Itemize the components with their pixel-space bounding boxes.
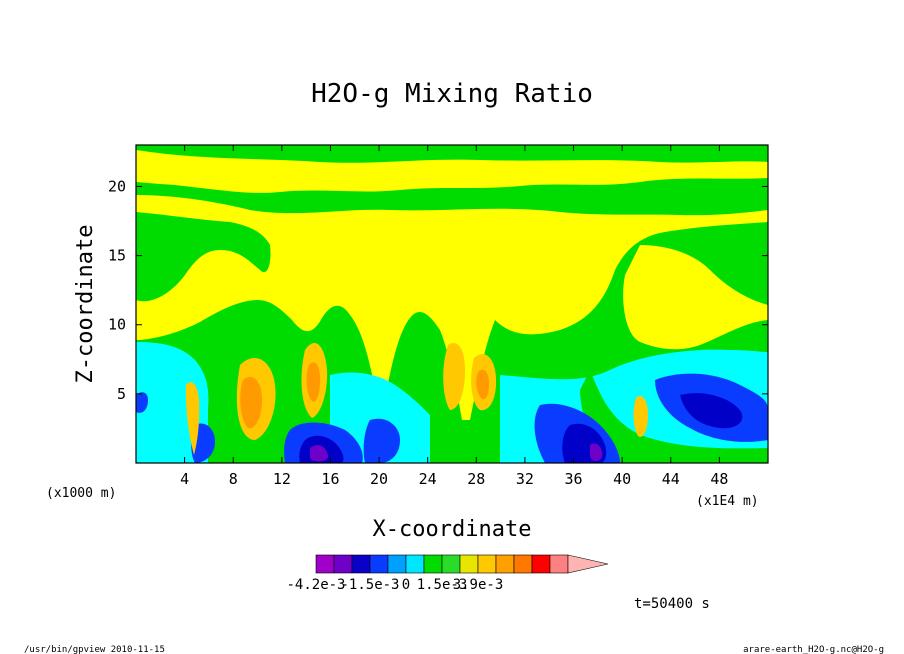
blue-blob-left [136, 392, 148, 413]
colorbar-segment [477, 554, 497, 574]
y-tick-label: 15 [108, 247, 126, 265]
y-ticks: 5 10 15 20 [108, 177, 768, 403]
time-label: t=50400 s [634, 596, 710, 612]
chart-title: H2O-g Mixing Ratio [311, 79, 593, 109]
orange-plume-3-core [306, 362, 320, 402]
orange-plume-2-core [240, 376, 262, 429]
colorbar-segment [315, 554, 335, 574]
yellow-plume-right [633, 395, 648, 437]
orange-plume-4 [443, 342, 465, 410]
colorbar-segment [423, 554, 443, 574]
footer-left: /usr/bin/gpview 2010-11-15 [24, 645, 165, 654]
x-tick-label: 36 [565, 470, 583, 488]
footer-right: arare-earth_H2O-g.nc@H2O-g [743, 645, 884, 654]
x-tick-label: 48 [710, 470, 728, 488]
x-tick-label: 24 [419, 470, 437, 488]
plot-frame [135, 144, 769, 464]
y-tick-label: 5 [117, 385, 126, 403]
upper-yellow-band [136, 150, 768, 193]
x-tick-label: 20 [370, 470, 388, 488]
x-tick-label: 8 [229, 470, 238, 488]
colorbar-segment [513, 554, 533, 574]
colorbar-label: 1.5e-3 [417, 577, 468, 593]
x-tick-label: 12 [273, 470, 291, 488]
orange-plume-1 [185, 382, 200, 455]
colorbar-segment [441, 554, 461, 574]
colorbar-arrow [567, 554, 609, 574]
x-tick-label: 32 [516, 470, 534, 488]
colorbar-label: -4.2e-3 [286, 577, 345, 593]
y-axis-label: Z-coordinate [73, 225, 98, 384]
central-yellow-mass [136, 195, 768, 420]
x-tick-label: 44 [662, 470, 680, 488]
colorbar-labels: -4.2e-3-1.5e-3 0 1.5e-33.9e-3 [286, 577, 503, 593]
y-tick-label: 10 [108, 316, 126, 334]
colorbar-segment [333, 554, 353, 574]
x-tick-label: 16 [321, 470, 339, 488]
colorbar-segment [351, 554, 371, 574]
colorbar-segment [531, 554, 551, 574]
colorbar-segment [405, 554, 425, 574]
colorbar-label: -1.5e-3 [340, 577, 399, 593]
colorbar-label: 0 [402, 577, 410, 593]
x-unit-left: (x1000 m) [46, 486, 116, 501]
purple-core-right [590, 443, 603, 462]
colorbar [315, 554, 609, 574]
colorbar-segment [459, 554, 479, 574]
x-tick-label: 4 [180, 470, 189, 488]
colorbar-segment [495, 554, 515, 574]
darkblue-core-3 [680, 393, 743, 429]
colorbar-segment [549, 554, 569, 574]
x-axis-label: X-coordinate [373, 517, 532, 542]
right-yellow-strip [623, 245, 768, 350]
green-channel-1 [580, 370, 768, 463]
x-ticks: 4 8 12 16 20 24 28 32 36 40 44 48 [180, 145, 728, 488]
colorbar-segment [387, 554, 407, 574]
x-tick-label: 40 [613, 470, 631, 488]
x-unit-right: (x1E4 m) [696, 494, 759, 509]
y-tick-label: 20 [108, 177, 126, 195]
colorbar-label: 3.9e-3 [453, 577, 504, 593]
orange-plume-5-core [476, 369, 489, 400]
colorbar-segment [369, 554, 389, 574]
blue-blob-mid [363, 418, 400, 463]
x-tick-label: 28 [467, 470, 485, 488]
purple-core [310, 445, 329, 462]
contour-field [136, 145, 768, 463]
